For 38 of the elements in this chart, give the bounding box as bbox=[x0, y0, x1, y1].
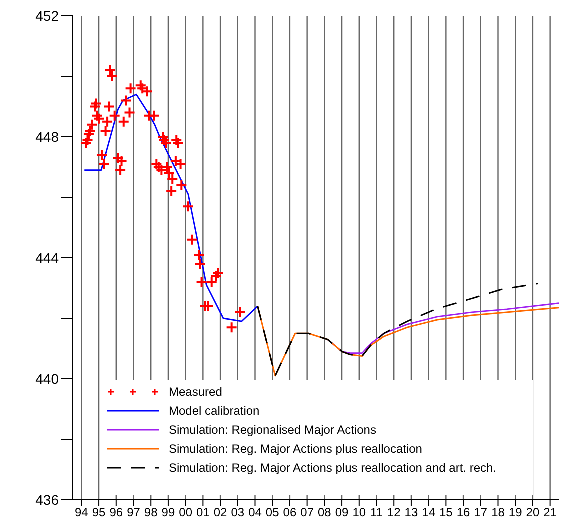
x-tick-label: 07 bbox=[300, 506, 314, 520]
y-tick-label: 452 bbox=[36, 8, 60, 24]
x-tick-label: 94 bbox=[75, 506, 89, 520]
x-tick-label: 99 bbox=[162, 506, 176, 520]
x-tick-label: 00 bbox=[179, 506, 193, 520]
x-tick-label: 12 bbox=[387, 506, 402, 520]
x-tick-label: 15 bbox=[440, 506, 454, 520]
x-tick-label: 97 bbox=[127, 506, 141, 520]
x-tick-label: 18 bbox=[492, 506, 506, 520]
x-tick-label: 10 bbox=[352, 506, 366, 520]
x-tick-label: 03 bbox=[231, 506, 245, 520]
x-tick-label: 08 bbox=[318, 506, 332, 520]
x-tick-label: 17 bbox=[474, 506, 488, 520]
x-tick-label: 01 bbox=[196, 506, 210, 520]
x-tick-label: 14 bbox=[422, 506, 436, 520]
x-tick-label: 95 bbox=[92, 506, 106, 520]
y-tick-label: 444 bbox=[36, 250, 60, 266]
x-tick-label: 98 bbox=[144, 506, 158, 520]
y-tick-label: 440 bbox=[36, 370, 60, 387]
legend-label: Simulation: Reg. Major Actions plus reallocation bbox=[169, 442, 422, 456]
legend-label: Simulation: Reg. Major Actions plus reallocation and art. rech. bbox=[169, 461, 496, 475]
x-tick-label: 05 bbox=[266, 506, 280, 520]
y-tick-label: 448 bbox=[36, 128, 60, 145]
x-tick-label: 96 bbox=[110, 506, 124, 520]
x-tick-label: 13 bbox=[404, 506, 418, 520]
x-tick-label: 11 bbox=[370, 506, 384, 520]
x-tick-label: 06 bbox=[283, 506, 297, 520]
x-tick-label: 04 bbox=[248, 506, 262, 520]
legend-label: Model calibration bbox=[169, 404, 260, 418]
x-tick-label: 19 bbox=[508, 506, 523, 520]
x-tick-label: 09 bbox=[335, 506, 350, 520]
legend-label: Measured bbox=[169, 385, 222, 399]
x-tick-label: 20 bbox=[526, 506, 540, 520]
x-tick-label: 16 bbox=[456, 506, 471, 520]
legend-label: Simulation: Regionalised Major Actions bbox=[169, 423, 376, 437]
x-tick-label: 21 bbox=[544, 506, 558, 520]
y-tick-label: 436 bbox=[36, 492, 60, 508]
x-tick-label: 02 bbox=[214, 506, 228, 520]
